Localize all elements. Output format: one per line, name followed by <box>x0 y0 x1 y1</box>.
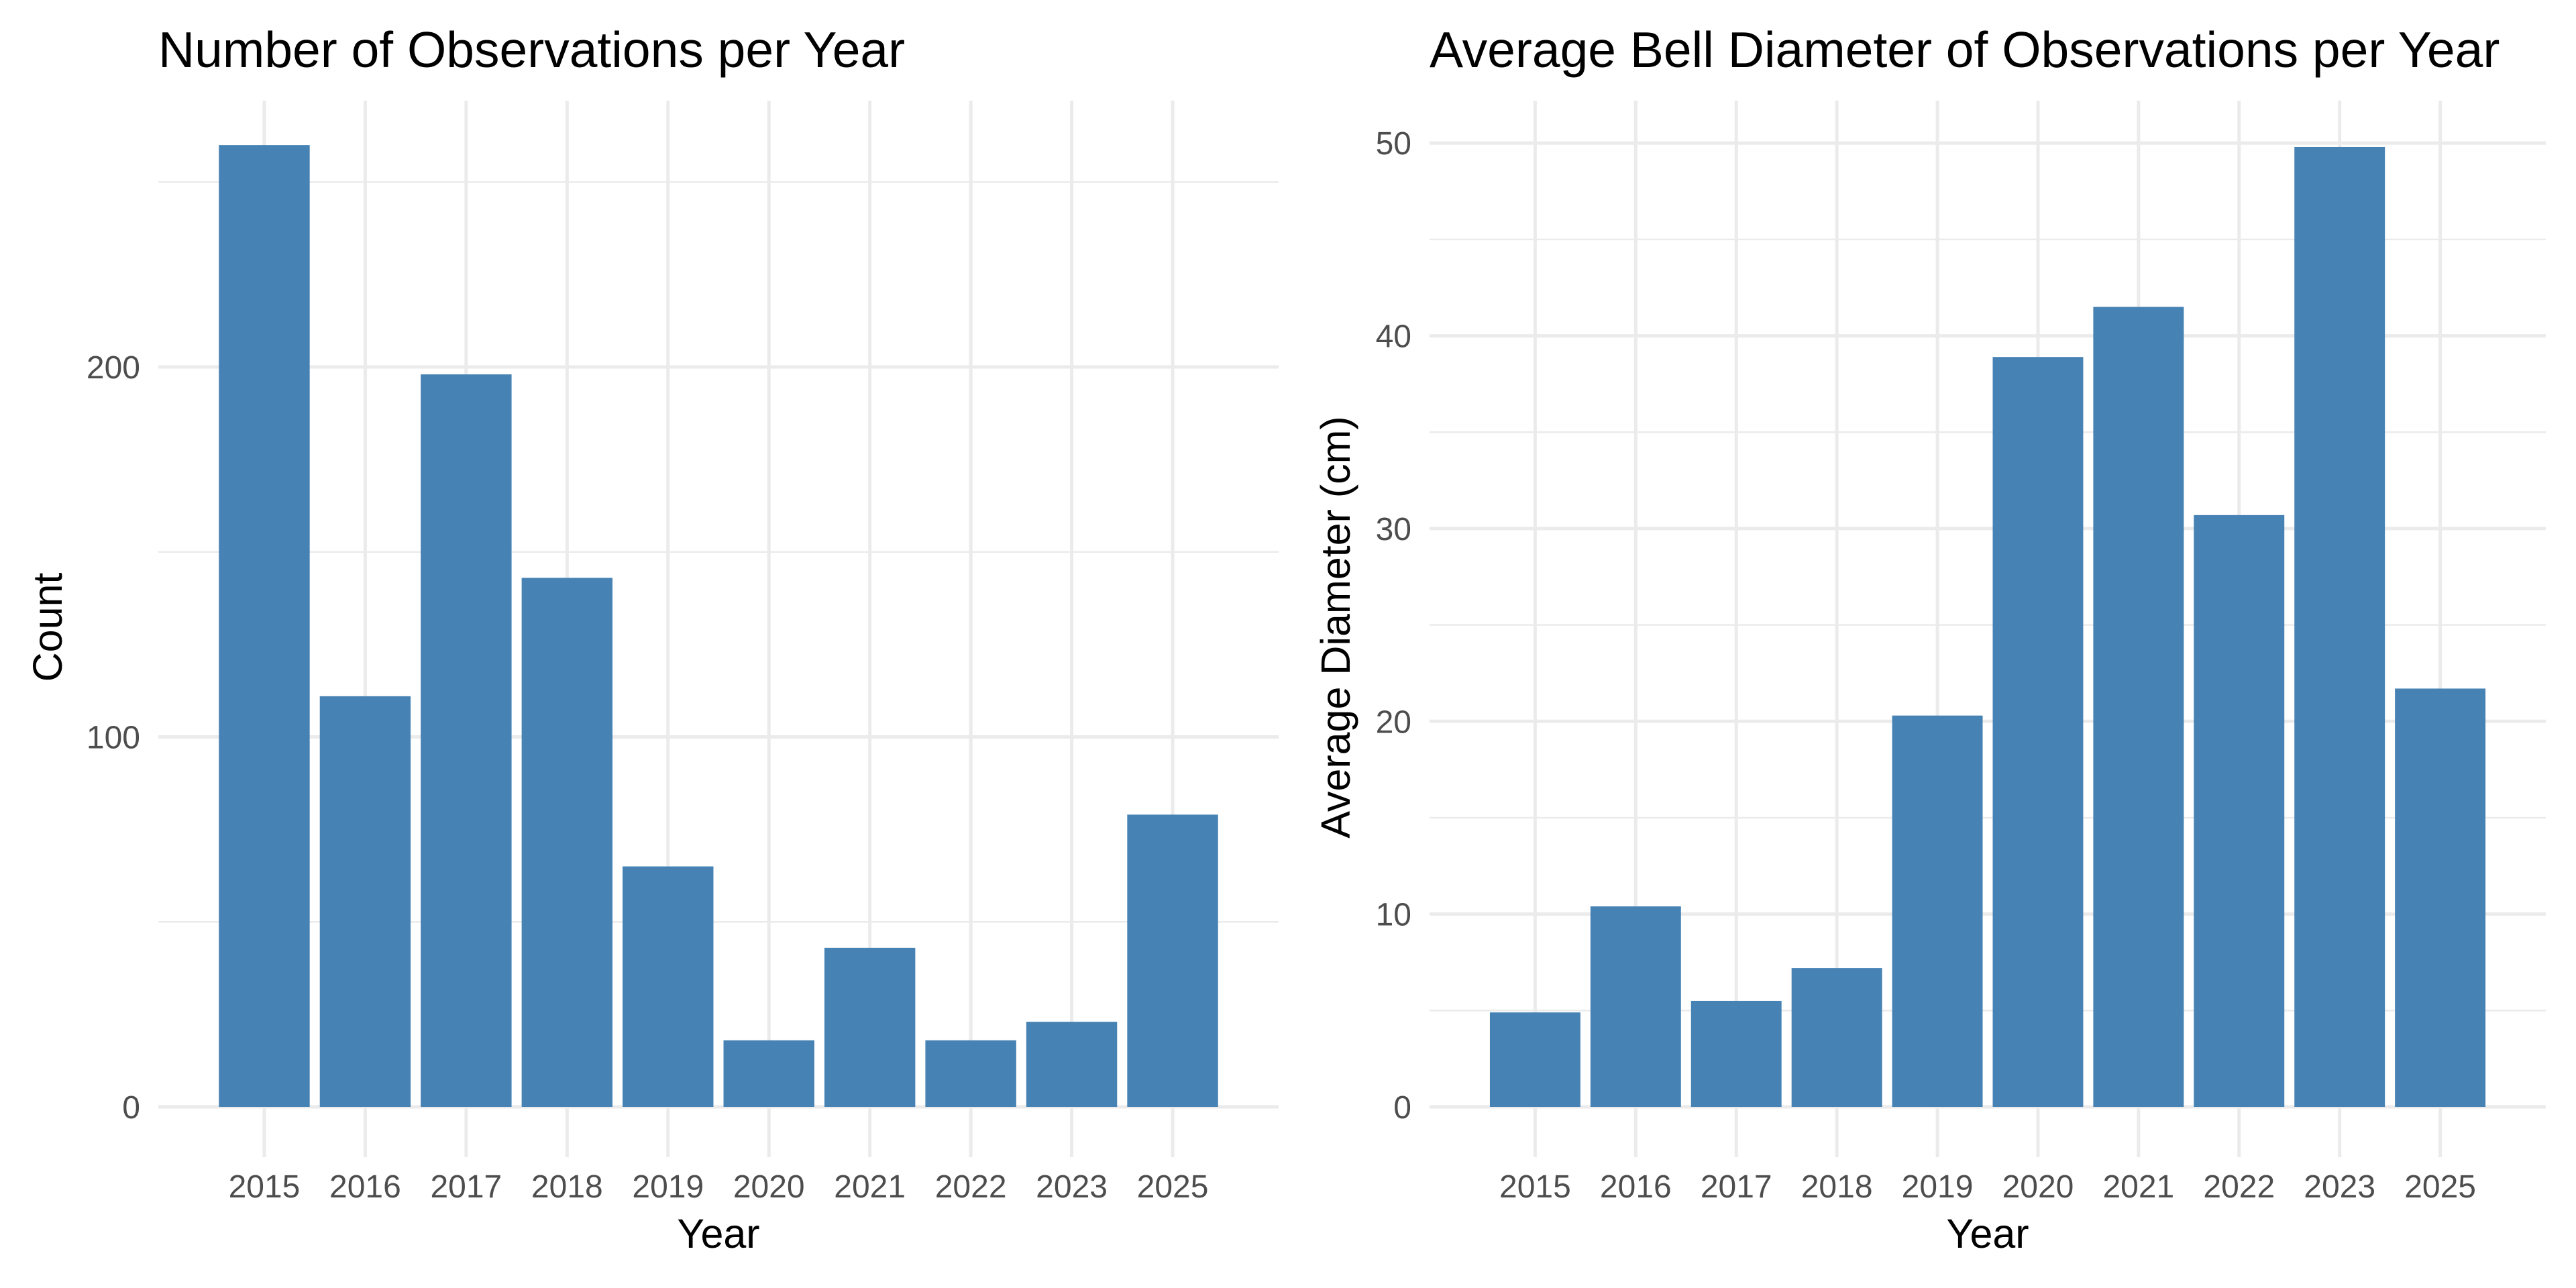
x-tick-label: 2015 <box>1499 1169 1571 1205</box>
x-axis-title: Year <box>677 1211 759 1256</box>
bar-2018 <box>1791 968 1882 1107</box>
bar-2021 <box>824 947 916 1107</box>
bars <box>1489 146 2486 1108</box>
bar-2023 <box>1026 1022 1118 1107</box>
x-tick-label: 2023 <box>1036 1169 1108 1205</box>
x-tick-label: 2020 <box>2002 1169 2074 1205</box>
y-tick-label: 20 <box>1376 704 1411 740</box>
plot-area: 2015 2016 2017 2018 2019 2020 2021 2022 2023 2025… <box>87 101 1279 1205</box>
x-tick-label: 2017 <box>430 1169 502 1205</box>
y-axis-title: Average Diameter (cm) <box>1313 416 1358 838</box>
bar-2021 <box>2093 307 2184 1108</box>
bar-2017 <box>1690 1000 1782 1107</box>
bar-2016 <box>1590 906 1681 1107</box>
y-tick-label: 100 <box>87 720 140 756</box>
y-tick-label: 0 <box>122 1090 140 1126</box>
x-tick-label: 2018 <box>1801 1169 1873 1205</box>
bar-2023 <box>2294 146 2385 1107</box>
bar-2022 <box>925 1040 1016 1107</box>
bar-2015 <box>1489 1012 1580 1107</box>
y-tick-label: 0 <box>1393 1090 1411 1126</box>
x-axis-title: Year <box>1946 1211 2029 1256</box>
bar-2025 <box>1127 814 1218 1107</box>
x-tick-label: 2022 <box>935 1169 1007 1205</box>
y-tick-label: 30 <box>1376 512 1411 547</box>
bar-2017 <box>421 374 512 1107</box>
x-tick-label: 2019 <box>1902 1169 1974 1205</box>
x-tick-label: 2022 <box>2203 1169 2275 1205</box>
x-tick-label: 2025 <box>1137 1169 1209 1205</box>
chart-title: Average Bell Diameter of Observations pe… <box>1430 21 2500 78</box>
x-tick-label: 2025 <box>2404 1169 2476 1205</box>
bar-2015 <box>219 145 310 1107</box>
chart-title: Number of Observations per Year <box>158 21 905 78</box>
x-tick-label: 2021 <box>834 1169 906 1205</box>
bar-2019 <box>623 866 714 1107</box>
bar-2020 <box>1992 357 2084 1108</box>
plot-area: 2015 2016 2017 2018 2019 2020 2021 2022 2023 2025… <box>1376 101 2546 1205</box>
x-tick-label: 2016 <box>329 1169 401 1205</box>
count-chart: Number of Observations per Year Year Cou… <box>25 21 1279 1256</box>
bar-2022 <box>2194 515 2285 1107</box>
x-tick-label: 2017 <box>1701 1169 1772 1205</box>
bar-2016 <box>319 696 411 1107</box>
bar-2018 <box>521 578 613 1107</box>
bar-2025 <box>2395 688 2486 1107</box>
bars <box>219 145 1218 1107</box>
x-tick-label: 2016 <box>1600 1169 1672 1205</box>
x-tick-label: 2021 <box>2102 1169 2174 1205</box>
y-tick-label: 50 <box>1376 126 1411 162</box>
y-axis-title: Count <box>25 573 70 682</box>
x-tick-label: 2023 <box>2304 1169 2375 1205</box>
x-tick-label: 2015 <box>229 1169 301 1205</box>
y-tick-label: 10 <box>1376 898 1411 933</box>
diameter-chart: Average Bell Diameter of Observations pe… <box>1313 21 2546 1256</box>
x-tick-label: 2018 <box>531 1169 603 1205</box>
y-tick-label: 200 <box>87 350 140 386</box>
x-tick-label: 2019 <box>632 1169 704 1205</box>
x-tick-label: 2020 <box>733 1169 805 1205</box>
bar-2019 <box>1892 715 1983 1107</box>
y-tick-label: 40 <box>1376 319 1411 355</box>
bar-2020 <box>723 1040 814 1107</box>
